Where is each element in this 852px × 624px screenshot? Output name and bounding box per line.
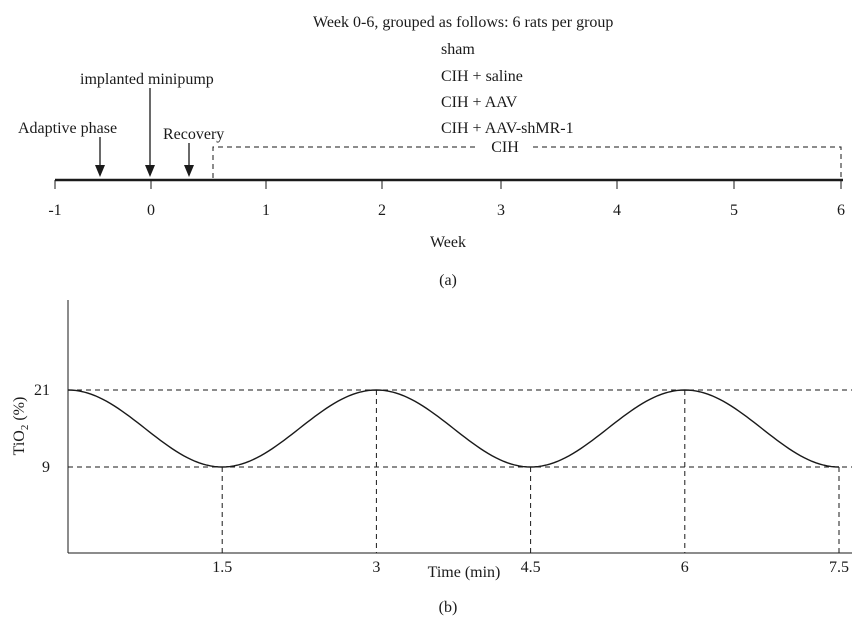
y-tick-label-21: 21 (34, 382, 50, 399)
x-axis-label: Time (min) (428, 564, 501, 581)
y-tick-labels: 9 21 (34, 382, 50, 476)
recovery-arrow (184, 143, 194, 177)
y-axis-label-suffix: (%) (11, 397, 28, 425)
reference-lines (68, 389, 852, 553)
group-label-cih-saline: CIH + saline (441, 68, 523, 85)
tick-label-week-0: 0 (147, 202, 155, 219)
implanted-minipump-label: implanted minipump (80, 71, 214, 88)
timeline-axis-label: Week (430, 234, 466, 251)
tio2-series-line (67, 389, 840, 468)
x-tick-label-1.5: 1.5 (212, 559, 232, 576)
tick-label-week-4: 4 (613, 202, 621, 219)
y-tick-label-9: 9 (42, 459, 50, 476)
x-tick-labels: 1.5 3 4.5 6 7.5 (212, 559, 849, 576)
tick-label-week-minus-1: -1 (48, 202, 61, 219)
x-tick-label-7.5: 7.5 (829, 559, 849, 576)
x-tick-label-3: 3 (372, 559, 380, 576)
group-label-sham: sham (441, 41, 475, 58)
x-tick-label-4.5: 4.5 (521, 559, 541, 576)
group-label-cih-aav: CIH + AAV (441, 94, 518, 111)
panel-a: Week 0-6, grouped as follows: 6 rats per… (18, 14, 845, 289)
y-axis-label: TiO2 (%) (11, 397, 31, 456)
adaptive-phase-label: Adaptive phase (18, 120, 117, 137)
tick-label-week-5: 5 (730, 202, 738, 219)
implanted-minipump-arrow (145, 88, 155, 177)
tick-label-week-1: 1 (262, 202, 270, 219)
group-label-cih-aav-shmr1: CIH + AAV-shMR-1 (441, 120, 574, 137)
cih-label: CIH (491, 139, 519, 156)
panel-a-caption: (a) (439, 272, 457, 289)
cih-label-background (477, 139, 533, 155)
timeline-ticks (54, 180, 842, 189)
timeline-tick-labels: -1 0 1 2 3 4 5 6 (48, 202, 845, 219)
recovery-label: Recovery (163, 126, 224, 143)
tick-label-week-2: 2 (378, 202, 386, 219)
panel-b-caption: (b) (439, 599, 458, 616)
y-axis-label-main: TiO (11, 430, 28, 455)
adaptive-phase-arrow (95, 137, 105, 177)
panel-a-title-line: Week 0-6, grouped as follows: 6 rats per… (313, 14, 613, 31)
x-tick-label-6: 6 (681, 559, 689, 576)
y-axis-label-subscript: 2 (19, 425, 31, 431)
tick-label-week-6: 6 (837, 202, 845, 219)
panel-b: 1.5 3 4.5 6 7.5 9 21 Time (min) TiO2 (%) (b) (11, 300, 852, 616)
tick-label-week-3: 3 (497, 202, 505, 219)
